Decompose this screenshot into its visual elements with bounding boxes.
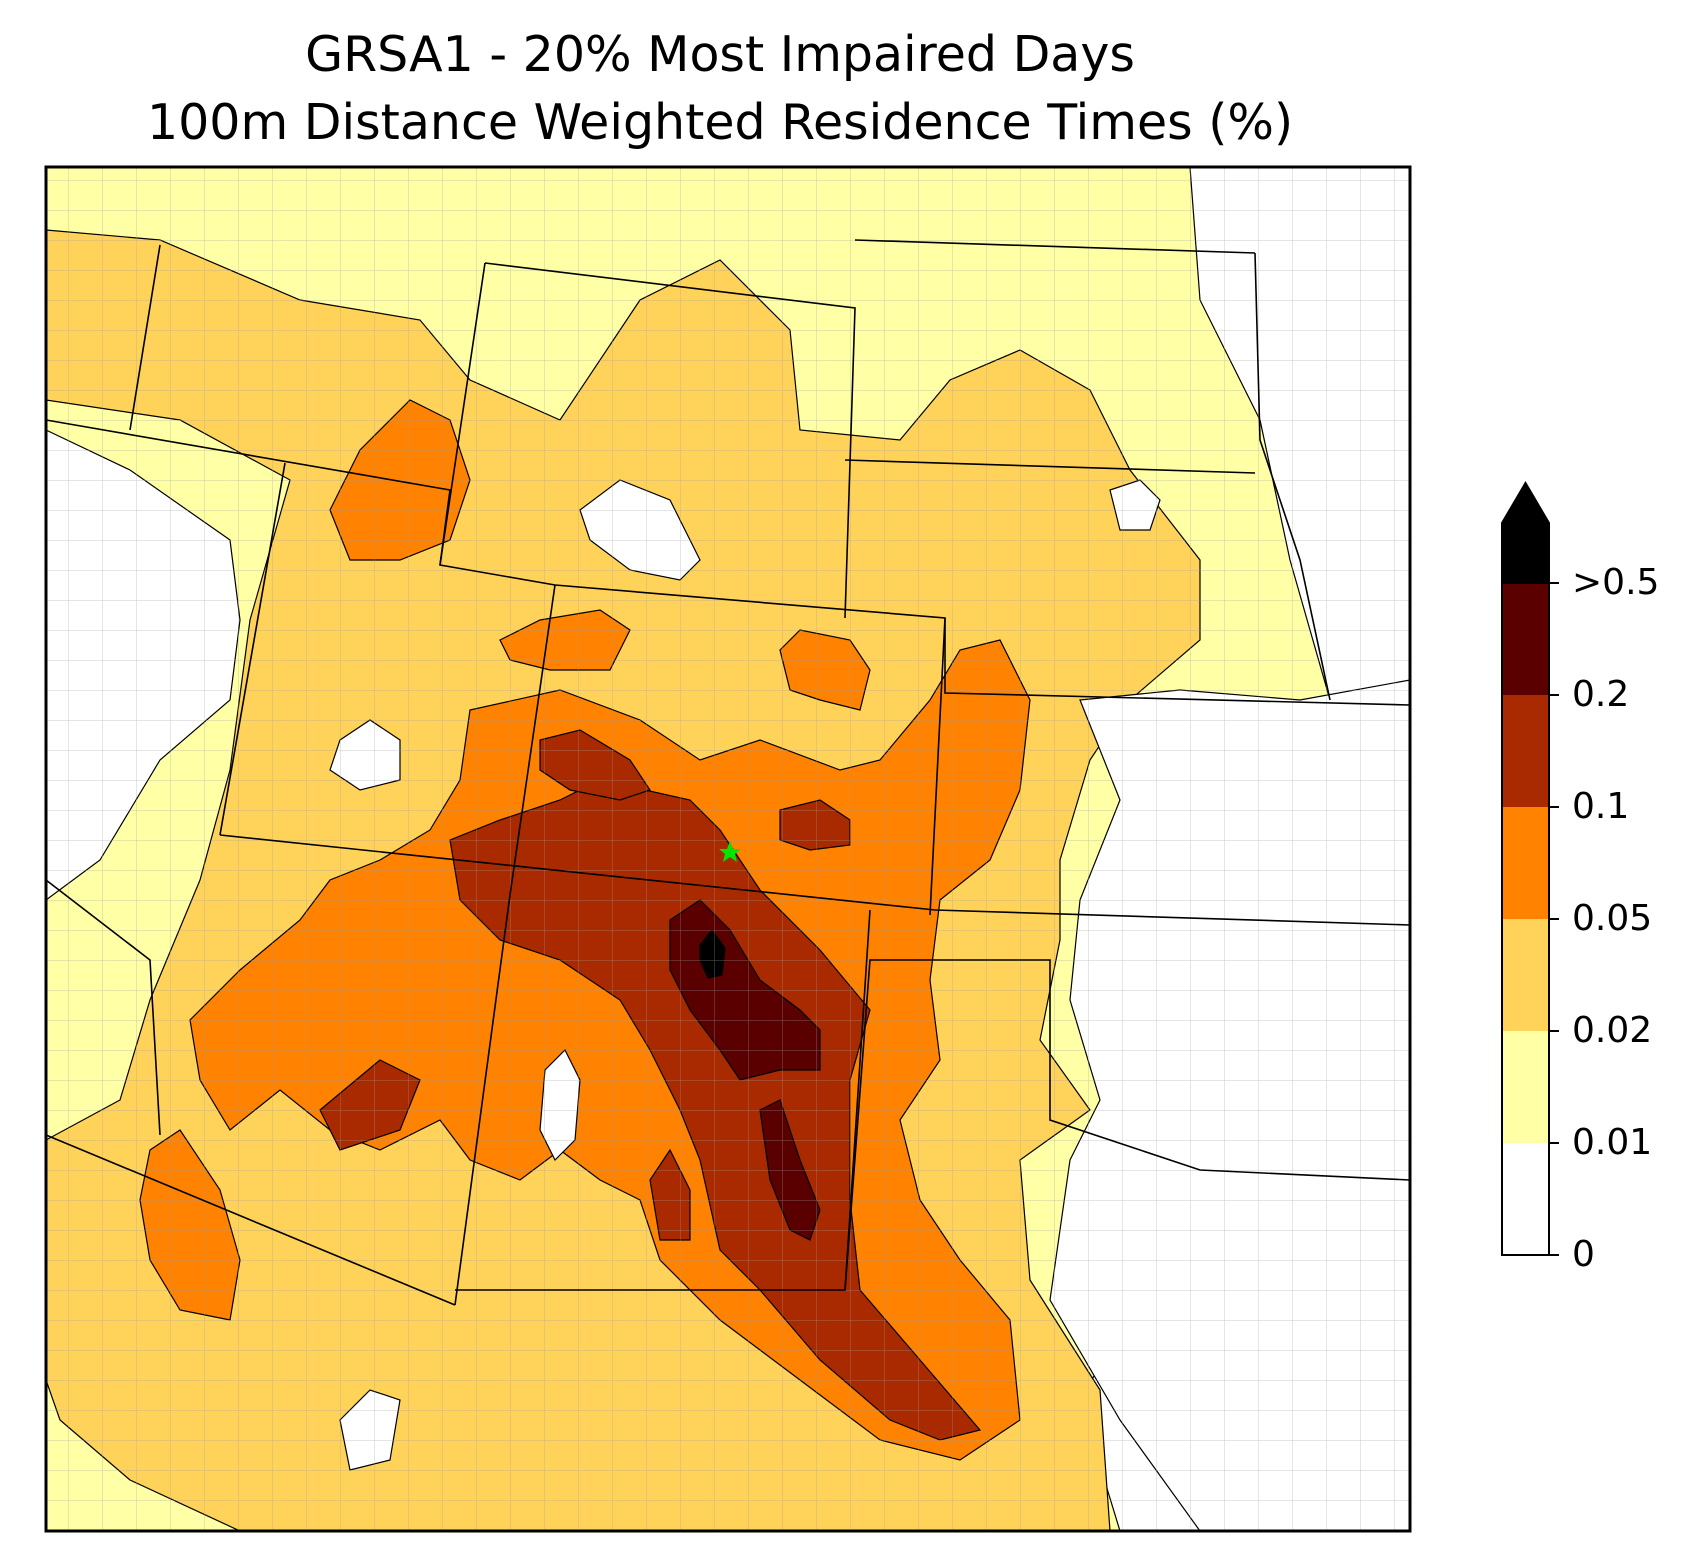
map-title-line-2: 100m Distance Weighted Residence Times (… bbox=[146, 94, 1294, 151]
state-line bbox=[129, 244, 161, 431]
map-title-line-1: GRSA1 - 20% Most Impaired Days bbox=[305, 26, 1135, 83]
state-line bbox=[1254, 252, 1331, 701]
state-line bbox=[455, 959, 1410, 1291]
map-panel bbox=[46, 167, 1410, 1531]
colorbar-label-0: 0 bbox=[1572, 1234, 1595, 1275]
state-line bbox=[454, 894, 511, 1306]
colorbar-bin-0.01 bbox=[1502, 1031, 1549, 1143]
state-line bbox=[844, 459, 1256, 474]
colorbar-label-0.02: 0.02 bbox=[1572, 1010, 1653, 1051]
state-line bbox=[219, 834, 1410, 926]
colorbar-bin-0.02 bbox=[1502, 919, 1549, 1031]
colorbar-label-0.05: 0.05 bbox=[1572, 898, 1653, 939]
state-line bbox=[46, 879, 161, 1136]
colorbar-label-0.2: 0.2 bbox=[1572, 674, 1630, 715]
state-line bbox=[929, 617, 946, 916]
colorbar-bin-0 bbox=[1502, 1143, 1549, 1255]
colorbar bbox=[1501, 481, 1559, 1256]
state-line bbox=[219, 462, 286, 836]
state-line bbox=[484, 262, 856, 619]
colorbar-bin-0.1 bbox=[1502, 695, 1549, 807]
receptor-star-marker bbox=[719, 841, 741, 862]
colorbar-label-0.1: 0.1 bbox=[1572, 786, 1630, 827]
colorbar-label-gt-0.5: >0.5 bbox=[1572, 562, 1660, 603]
colorbar-extend-max bbox=[1501, 481, 1550, 584]
colorbar-bin-0.2 bbox=[1502, 583, 1549, 695]
colorbar-bin-0.05 bbox=[1502, 807, 1549, 919]
map-frame bbox=[44, 165, 1412, 1533]
state-line bbox=[46, 1134, 456, 1306]
state-line bbox=[509, 584, 556, 896]
state-line bbox=[439, 262, 486, 566]
state-line bbox=[854, 239, 1256, 254]
state-boundaries bbox=[46, 239, 1410, 1306]
colorbar-label-0.01: 0.01 bbox=[1572, 1122, 1653, 1163]
